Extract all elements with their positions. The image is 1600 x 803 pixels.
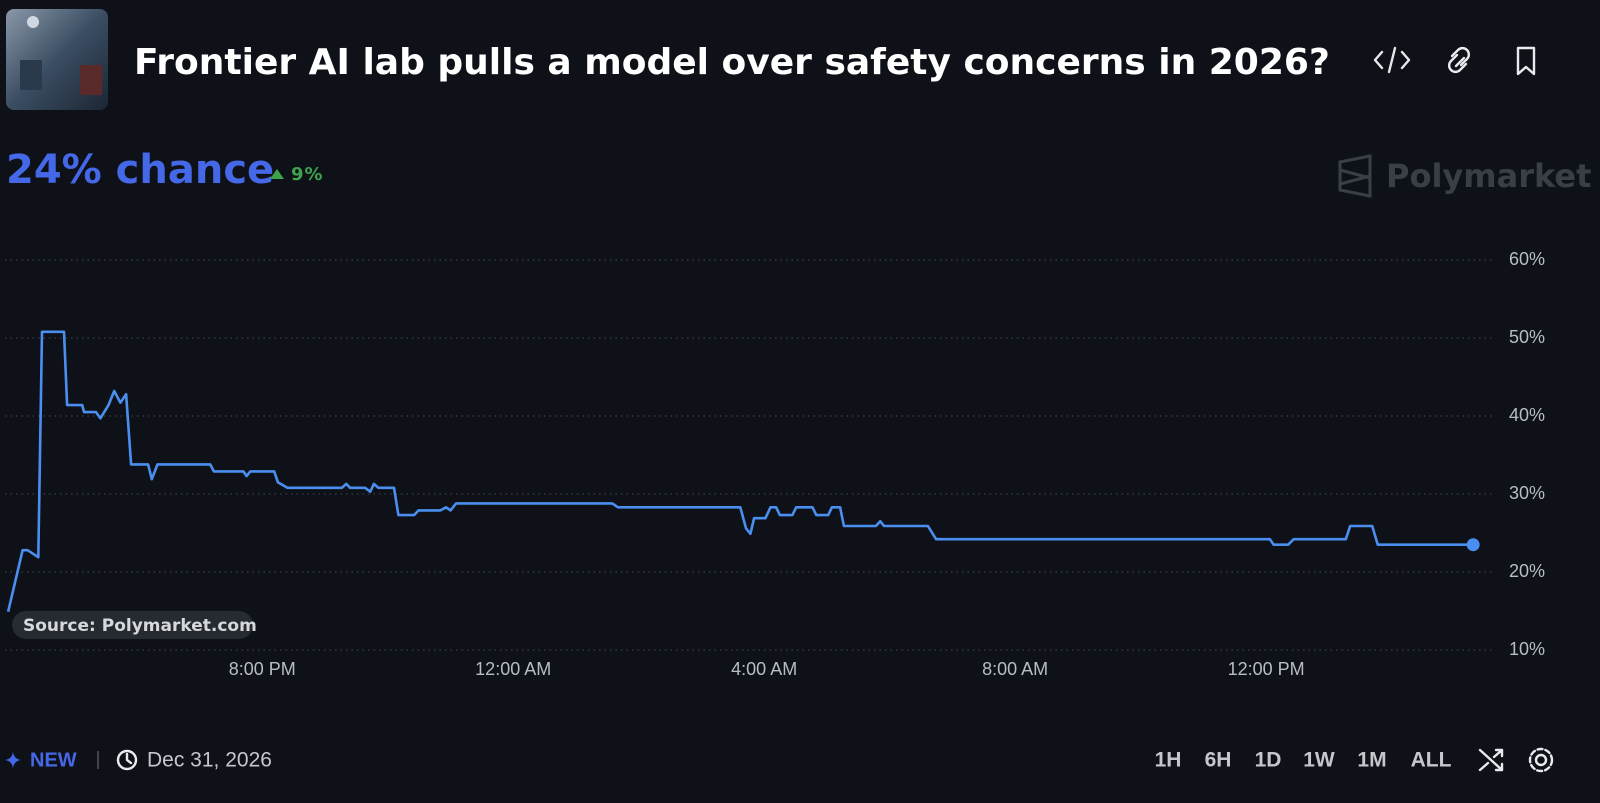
- up-arrow: [270, 169, 284, 179]
- x-tick-label: 4:00 AM: [731, 659, 797, 679]
- range-button[interactable]: ALL: [1411, 749, 1452, 772]
- bookmark-icon[interactable]: [1516, 46, 1536, 76]
- settings-icon[interactable]: [1528, 747, 1554, 773]
- y-tick-label: 40%: [1509, 405, 1545, 425]
- new-badge: NEW: [30, 749, 77, 771]
- y-tick-label: 30%: [1509, 483, 1545, 503]
- x-tick-label: 12:00 AM: [475, 659, 551, 679]
- range-button[interactable]: 1M: [1357, 749, 1386, 772]
- embed-icon[interactable]: [1373, 46, 1411, 74]
- chance: 24% chance: [6, 147, 274, 193]
- change: 9%: [291, 164, 324, 185]
- range-button[interactable]: 1D: [1255, 749, 1282, 772]
- range-button[interactable]: 6H: [1205, 749, 1232, 772]
- watermark-logo: [1338, 154, 1372, 198]
- source-pill: [12, 611, 253, 639]
- title: Frontier AI lab pulls a model over safet…: [134, 42, 1330, 83]
- y-tick-label: 60%: [1509, 249, 1545, 269]
- clock-icon: [116, 749, 138, 771]
- range-button[interactable]: 1H: [1155, 749, 1182, 772]
- link-icon[interactable]: [1448, 47, 1470, 73]
- price-line: [6, 330, 1474, 613]
- date: Dec 31, 2026: [147, 749, 272, 772]
- x-tick-label: 8:00 AM: [982, 659, 1048, 679]
- thumbnail: [6, 9, 108, 110]
- source: Source: Polymarket.com: [23, 616, 257, 636]
- compare-icon[interactable]: [1478, 748, 1504, 772]
- x-tick-label: 8:00 PM: [229, 659, 296, 679]
- y-tick-label: 20%: [1509, 561, 1545, 581]
- sparkle-icon: [5, 752, 21, 768]
- y-tick-label: 10%: [1509, 639, 1545, 659]
- watermark: Polymarket: [1386, 157, 1591, 195]
- range-button[interactable]: 1W: [1303, 749, 1335, 772]
- last-point: [1466, 538, 1480, 552]
- x-tick-label: 12:00 PM: [1228, 659, 1305, 679]
- y-tick-label: 50%: [1509, 327, 1545, 347]
